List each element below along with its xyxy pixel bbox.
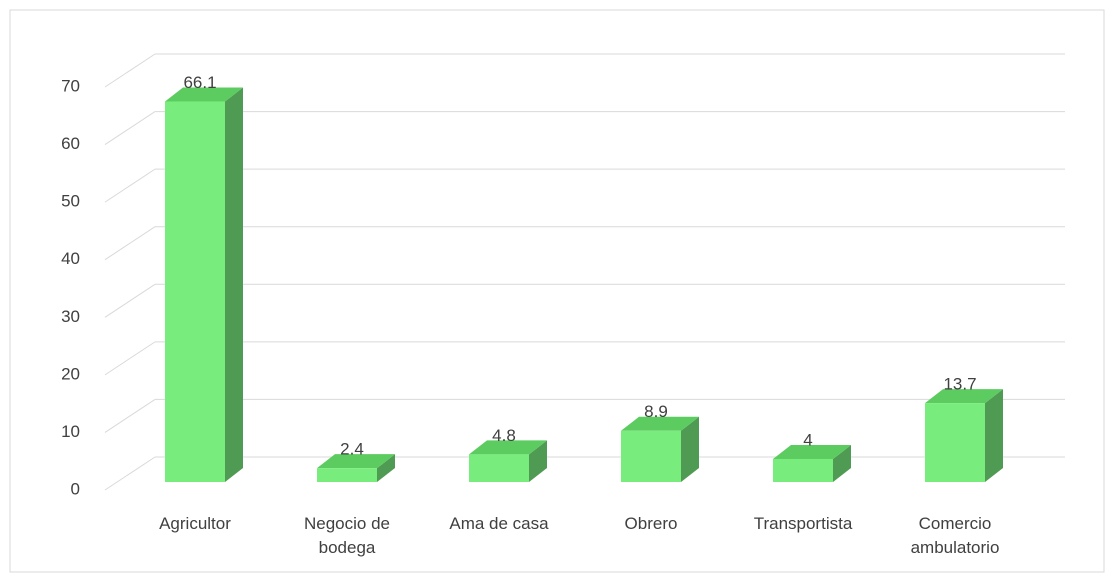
grid-line-side bbox=[104, 283, 156, 318]
bar bbox=[469, 454, 529, 482]
x-tick-label: Transportista bbox=[753, 514, 853, 533]
bar-side bbox=[985, 389, 1003, 482]
grid-line-side bbox=[104, 53, 156, 88]
data-label: 13.7 bbox=[943, 375, 976, 394]
bar bbox=[925, 403, 985, 482]
bar-side bbox=[377, 454, 395, 482]
y-tick-label: 50 bbox=[61, 192, 80, 211]
grid-line-side bbox=[104, 399, 156, 433]
bar-top bbox=[469, 440, 547, 455]
x-tick-label: Ama de casa bbox=[449, 514, 549, 533]
y-tick-label: 20 bbox=[61, 364, 80, 383]
bar-side bbox=[681, 416, 699, 482]
bar-top bbox=[925, 389, 1003, 404]
grid-line-side bbox=[104, 111, 156, 145]
bar-side bbox=[225, 87, 243, 483]
y-tick-label: 70 bbox=[61, 76, 80, 95]
grid-line-side bbox=[104, 341, 156, 376]
bar-top bbox=[621, 416, 699, 431]
bar-side bbox=[529, 440, 547, 482]
data-label: 2.4 bbox=[340, 440, 364, 459]
grid-line-side bbox=[104, 226, 156, 261]
x-tick-label: Comercio ambulatorio bbox=[910, 514, 1000, 557]
chart-border bbox=[9, 9, 1105, 573]
data-label: 66.1 bbox=[183, 73, 216, 92]
bar-top bbox=[317, 454, 395, 469]
y-tick-label: 30 bbox=[61, 307, 80, 326]
data-label: 4 bbox=[803, 430, 812, 449]
bar-top bbox=[773, 444, 851, 459]
data-label: 8.9 bbox=[644, 402, 668, 421]
y-tick-label: 10 bbox=[61, 422, 80, 441]
x-tick-label: Obrero bbox=[624, 514, 678, 533]
bar bbox=[773, 458, 833, 482]
grid-line-side bbox=[104, 456, 156, 491]
y-tick-label: 60 bbox=[61, 134, 80, 153]
bar-top bbox=[165, 87, 243, 102]
grid-line-side bbox=[104, 168, 156, 203]
bar-side bbox=[833, 444, 851, 482]
bar bbox=[621, 430, 681, 482]
bar bbox=[317, 468, 377, 482]
bar bbox=[165, 101, 225, 483]
y-tick-label: 0 bbox=[71, 479, 80, 498]
x-tick-label: Agricultor bbox=[159, 514, 231, 533]
x-tick-label: Negocio de bodega bbox=[303, 514, 390, 557]
data-label: 4.8 bbox=[492, 426, 516, 445]
y-tick-label: 40 bbox=[61, 249, 80, 268]
